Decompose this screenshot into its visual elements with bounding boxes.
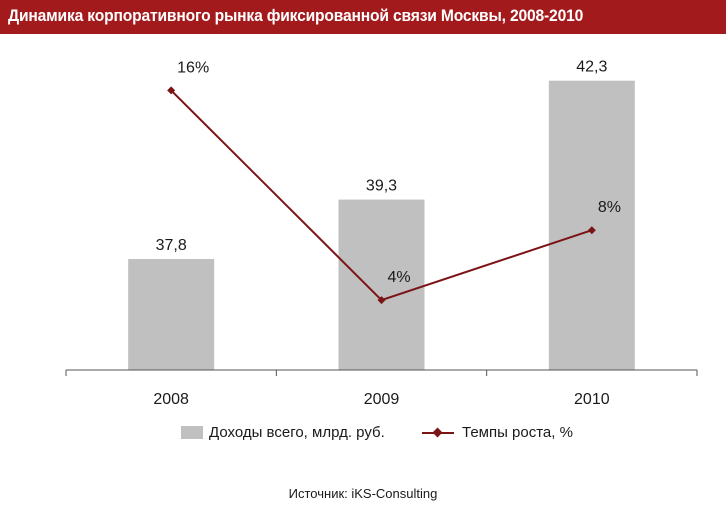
legend-item-growth: Темпы роста, %	[422, 424, 573, 441]
source-note: Источник: iKS-Consulting	[288, 486, 438, 501]
x-tick-label: 2009	[364, 391, 400, 408]
legend-diamond-icon	[432, 427, 443, 438]
bar-value-label: 37,8	[156, 237, 187, 254]
bar-2009	[338, 199, 425, 370]
legend-label-revenue: Доходы всего, млрд. руб.	[209, 424, 385, 441]
legend-item-revenue: Доходы всего, млрд. руб.	[181, 424, 385, 441]
growth-point-marker	[377, 296, 386, 305]
bar-2008	[128, 259, 215, 370]
growth-point-marker	[587, 226, 596, 235]
growth-value-label: 16%	[177, 59, 209, 76]
x-tick-label: 2008	[153, 391, 189, 408]
legend-label-growth: Темпы роста, %	[462, 424, 573, 441]
title-bar: Динамика корпоративного рынка фиксирован…	[0, 0, 726, 34]
growth-point-marker	[167, 86, 176, 95]
growth-value-label: 4%	[388, 269, 411, 286]
chart-plot: 37,8 39,3 42,3 2008 2009 2010 16% 4% 8%	[65, 59, 698, 408]
bar-value-label: 42,3	[576, 59, 607, 76]
legend: Доходы всего, млрд. руб. Темпы роста, %	[0, 424, 726, 446]
legend-swatch-revenue	[181, 426, 203, 439]
chart-title: Динамика корпоративного рынка фиксирован…	[8, 6, 584, 25]
bar-value-label: 39,3	[366, 178, 397, 195]
legend-marker-growth	[422, 426, 454, 439]
growth-value-label: 8%	[598, 199, 621, 216]
x-tick-label: 2010	[574, 391, 610, 408]
bar-2010	[548, 80, 635, 371]
